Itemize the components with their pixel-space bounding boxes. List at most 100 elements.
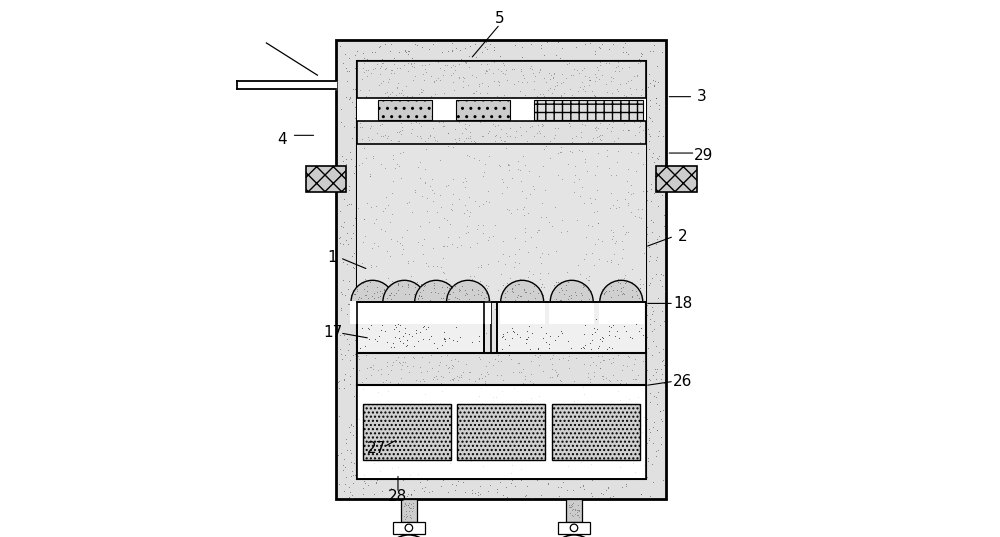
Point xyxy=(627,212,643,220)
Point xyxy=(638,156,654,165)
Point xyxy=(416,309,432,317)
Point xyxy=(412,328,428,336)
Point xyxy=(641,145,657,154)
Point xyxy=(407,440,423,448)
Point xyxy=(349,462,365,471)
Point xyxy=(410,115,426,124)
Point xyxy=(604,123,620,132)
Text: 3: 3 xyxy=(696,89,706,104)
Point xyxy=(398,331,414,339)
Point xyxy=(486,443,502,452)
Point xyxy=(401,329,417,338)
Point xyxy=(516,74,532,83)
Point xyxy=(525,260,541,269)
Point xyxy=(537,141,553,149)
Point xyxy=(511,286,527,295)
Point xyxy=(442,220,458,229)
Point xyxy=(371,277,387,285)
Point xyxy=(497,202,513,211)
Point xyxy=(364,308,380,316)
Point xyxy=(356,477,372,485)
Point xyxy=(513,295,529,303)
Point xyxy=(401,502,417,511)
Point xyxy=(438,201,454,209)
Point xyxy=(426,307,442,316)
Point xyxy=(377,204,393,212)
Point xyxy=(429,276,445,285)
Point xyxy=(642,428,658,437)
Point xyxy=(468,433,484,442)
Point xyxy=(577,379,593,387)
Point xyxy=(362,328,378,337)
Point xyxy=(595,355,611,364)
Point xyxy=(384,142,400,150)
Point xyxy=(355,384,371,393)
Point xyxy=(609,85,625,93)
Point xyxy=(478,197,494,205)
Point xyxy=(517,374,533,383)
Point xyxy=(501,206,517,215)
Point xyxy=(380,302,396,311)
Point xyxy=(480,296,496,304)
Point xyxy=(563,112,579,120)
Point xyxy=(460,382,476,391)
Point xyxy=(414,483,430,492)
Point xyxy=(495,237,511,245)
Point xyxy=(408,317,424,325)
Point xyxy=(372,402,388,411)
Point xyxy=(531,132,547,140)
Point xyxy=(343,155,359,163)
Point xyxy=(417,305,433,314)
Point xyxy=(587,240,603,248)
Point xyxy=(471,364,487,373)
Point xyxy=(349,285,365,293)
Point xyxy=(447,297,463,306)
Point xyxy=(594,285,610,294)
Point xyxy=(593,195,609,204)
Point xyxy=(335,157,351,165)
Point xyxy=(369,223,385,232)
Point xyxy=(407,308,423,317)
Point xyxy=(512,86,528,95)
Point xyxy=(390,78,406,87)
Point xyxy=(497,264,513,273)
Point xyxy=(588,189,604,198)
Point xyxy=(488,130,504,139)
Point xyxy=(622,468,638,476)
Point xyxy=(403,119,419,127)
Point xyxy=(395,91,411,99)
Point xyxy=(432,433,448,442)
Point xyxy=(620,62,636,71)
Point xyxy=(610,291,626,299)
Point xyxy=(568,75,584,84)
Point xyxy=(584,107,600,116)
Point xyxy=(377,163,393,172)
Point xyxy=(589,162,605,170)
Point xyxy=(528,179,544,188)
Point xyxy=(429,108,445,117)
Point xyxy=(459,97,475,105)
Text: 28: 28 xyxy=(388,489,408,504)
Point xyxy=(590,81,606,89)
Point xyxy=(630,105,646,114)
Point xyxy=(480,282,496,291)
Point xyxy=(417,483,433,491)
Point xyxy=(474,48,490,56)
Point xyxy=(576,407,592,416)
Point xyxy=(465,89,481,97)
Point xyxy=(603,179,619,188)
Point xyxy=(368,229,384,238)
Point xyxy=(536,323,552,332)
Point xyxy=(467,88,483,97)
Point xyxy=(423,332,439,340)
Point xyxy=(518,335,534,344)
Point xyxy=(500,445,516,453)
Point xyxy=(651,151,667,160)
Point xyxy=(381,101,397,110)
Point xyxy=(527,105,543,114)
Point xyxy=(554,265,570,274)
Point xyxy=(356,215,372,224)
Point xyxy=(436,66,452,75)
Point xyxy=(529,103,545,111)
Point xyxy=(373,365,389,373)
